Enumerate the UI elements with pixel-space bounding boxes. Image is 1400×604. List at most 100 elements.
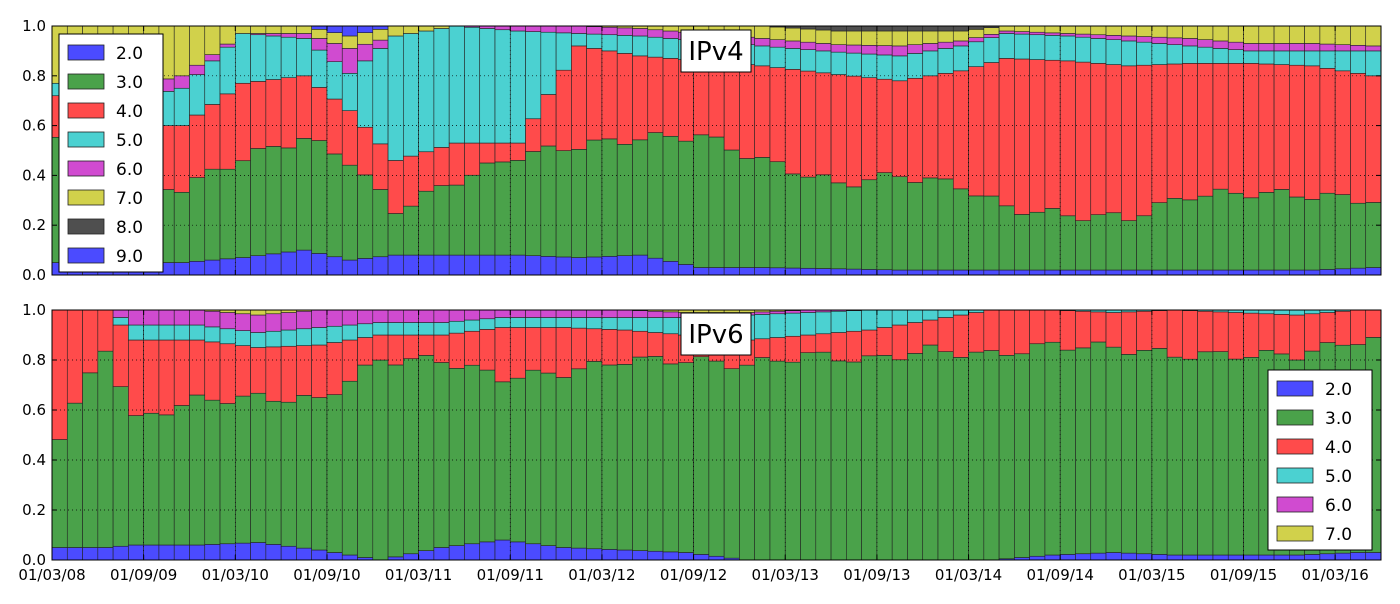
bar-segment [1289, 43, 1305, 52]
x-tick-label: 01/03/11 [385, 566, 452, 584]
bar-segment [678, 140, 694, 265]
bar-segment [479, 541, 496, 561]
bar-segment [464, 142, 481, 176]
bar-segment [1090, 311, 1107, 343]
bar-segment [846, 25, 862, 32]
bar-segment [555, 25, 572, 34]
bar-segment [82, 309, 99, 374]
bar-segment [1243, 63, 1260, 199]
bar-segment [1014, 214, 1030, 271]
bar-segment [418, 334, 435, 356]
bar-segment [372, 256, 389, 276]
bar-segment [769, 267, 786, 276]
bar-segment [1334, 194, 1351, 270]
bar-segment [1182, 554, 1198, 561]
bar-segment [219, 343, 236, 404]
bar-segment [1304, 554, 1321, 561]
bar-segment [235, 395, 251, 544]
bar-segment [1365, 267, 1382, 276]
bar-segment [204, 341, 221, 401]
bar-segment [784, 267, 801, 276]
bar-segment [922, 344, 939, 561]
bar-segment [891, 359, 908, 561]
bar-segment [555, 32, 572, 71]
bar-segment [66, 309, 83, 404]
bar-segment [464, 364, 481, 545]
bar-segment [922, 30, 939, 44]
bar-segment [998, 354, 1015, 560]
bar-segment [601, 364, 618, 550]
bar-segment [922, 177, 939, 271]
legend-swatch [67, 131, 105, 148]
bar-segment [815, 72, 832, 176]
bar-segment [922, 309, 939, 321]
bar-segment [326, 61, 343, 100]
bar-segment [1243, 312, 1260, 358]
bar-segment [158, 544, 175, 561]
bar-segment [403, 33, 419, 157]
bar-segment [647, 132, 664, 259]
bar-segment [800, 334, 817, 353]
bar-segment [265, 544, 282, 561]
bar-segment [1136, 36, 1153, 43]
bar-segment [235, 309, 251, 315]
bar-segment [907, 353, 924, 561]
bar-segment [800, 352, 817, 561]
bar-segment [1212, 188, 1229, 271]
bar-segment [540, 256, 557, 276]
bar-segment [494, 142, 511, 163]
bar-segment [632, 317, 649, 332]
bar-segment [448, 545, 465, 561]
bar-segment [876, 45, 893, 56]
bar-segment [235, 82, 251, 162]
bar-segment [326, 256, 343, 276]
bar-segment [876, 30, 893, 46]
bar-segment [372, 322, 389, 336]
bar-segment [1350, 267, 1367, 276]
bar-segment [296, 138, 312, 251]
bar-segment [479, 162, 496, 256]
bar-segment [1136, 25, 1153, 37]
bar-segment [525, 317, 542, 328]
bar-segment [647, 29, 664, 38]
bar-segment [1334, 70, 1351, 195]
bar-segment [143, 324, 160, 341]
bar-segment [173, 339, 190, 406]
bar-segment [1075, 310, 1092, 349]
bar-segment [219, 312, 236, 330]
bar-segment [464, 309, 481, 321]
bar-segment [861, 77, 878, 181]
bar-segment [586, 48, 603, 141]
bar-segment [1334, 44, 1351, 52]
bar-segment [1075, 347, 1092, 555]
bar-segment [128, 309, 144, 326]
bar-segment [861, 25, 878, 32]
bar-segment [326, 98, 343, 155]
bar-segment [341, 380, 358, 556]
bar-segment [693, 554, 710, 561]
bar-segment [1151, 43, 1168, 65]
bar-segment [983, 309, 1000, 351]
chart-panel-ipv6: 0.0 0.2 0.4 0.6 0.8 1.0 01/03/08 01/09/09 01/03/… [18, 301, 1382, 584]
bar-segment [1212, 351, 1229, 556]
bar-segment [280, 77, 297, 149]
legend-swatch [1276, 438, 1314, 455]
bar-segment [296, 345, 312, 396]
x-tick-label: 01/03/12 [568, 566, 635, 584]
x-tick-label: 01/09/12 [660, 566, 727, 584]
bar-segment [800, 28, 817, 43]
bar-segment [357, 60, 374, 128]
legend-label: 4.0 [1325, 438, 1352, 458]
bar-segment [708, 267, 725, 276]
bar-segment [387, 160, 404, 214]
bar-segment [830, 44, 847, 53]
bar-segment [235, 345, 251, 397]
legend-swatch [67, 218, 105, 235]
bar-segment [1044, 32, 1061, 36]
bar-segment [632, 35, 649, 57]
legend-swatch [1276, 496, 1314, 513]
bar-segment [1289, 25, 1305, 44]
bar-segment [601, 34, 618, 52]
bar-segment [662, 58, 679, 137]
bar-segment [265, 309, 282, 315]
